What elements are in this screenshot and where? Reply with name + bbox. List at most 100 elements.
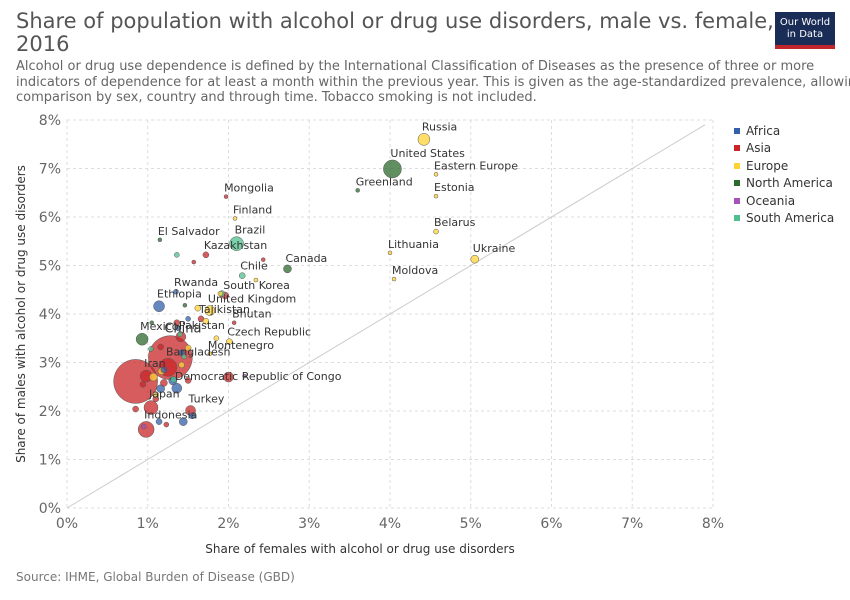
y-tick-label: 3% [39,356,61,372]
data-point [184,344,192,352]
data-point [470,254,480,264]
data-point [202,251,210,259]
point-label: Greenland [356,175,413,188]
data-point [149,372,158,382]
point-label: Turkey [188,393,225,406]
data-point [149,320,155,325]
point-label: South Korea [223,279,290,292]
legend-swatch [734,180,740,187]
logo-line1: Our World [779,17,831,28]
logo-line2: in Data [786,29,824,40]
data-point [179,417,188,426]
data-point [173,288,179,295]
data-point [182,303,188,308]
legend-swatch [734,127,740,134]
data-point [202,318,210,325]
y-tick-label: 7% [39,162,61,178]
legend-label: Oceania [746,193,796,208]
data-point [163,421,170,428]
point-label: Tajikistan [198,303,250,316]
x-tick-label: 3% [298,516,320,532]
point-label: Mongolia [224,182,274,195]
data-point [148,346,154,352]
data-point [207,351,213,357]
data-point [178,361,185,369]
diagonal-line [66,124,706,509]
data-point [174,252,180,258]
data-point [433,172,439,177]
point-label: Finland [233,203,272,216]
legend-label: North America [746,176,833,191]
point-label: Mexico [140,320,179,333]
data-point [283,264,292,274]
x-axis-label: Share of females with alcohol or drug us… [205,542,514,556]
data-point [232,216,238,221]
x-tick-label: 0% [56,516,78,532]
data-point [137,421,155,438]
data-point [184,377,192,384]
legend-item[interactable]: Europe [734,157,834,175]
data-point [229,236,244,251]
y-tick-label: 6% [39,210,61,226]
data-point [177,331,183,338]
data-point [253,277,259,283]
point-label: Japan [148,388,180,401]
point-label: United Kingdom [208,293,296,306]
data-point [223,194,229,199]
x-tick-label: 2% [217,516,239,532]
x-tick-label: 1% [137,516,159,532]
data-point [157,237,163,243]
y-axis-label: Share of males with alcohol or drug use … [14,165,28,463]
legend-label: Asia [746,141,772,156]
data-point [223,371,234,383]
legend-swatch [734,162,740,169]
point-label: Iran [144,357,166,370]
x-tick-label: 5% [460,516,482,532]
data-point [355,188,360,193]
point-label: Moldova [392,264,438,277]
point-label: Chile [240,260,268,273]
legend-item[interactable]: Africa [734,122,834,140]
legend: Africa Asia Europe North America Oceania Sout… [734,122,834,227]
chart-title: Share of population with alcohol or drug… [16,10,776,56]
y-tick-label: 2% [39,404,61,420]
data-point [139,381,147,388]
x-tick-label: 4% [379,516,401,532]
legend-label: Europe [746,158,789,173]
legend-item[interactable]: North America [734,175,834,193]
point-label: Brazil [235,224,266,237]
data-point [155,418,163,425]
data-point [433,193,439,199]
subtitle-line2: indicators of dependence for at least a … [16,74,850,90]
point-label: Rwanda [174,276,218,289]
legend-item[interactable]: Asia [734,140,834,158]
owid-logo[interactable]: Our World in Data [775,12,835,49]
data-point [170,376,177,383]
point-label: Pakistan [179,319,225,332]
data-point [204,305,216,316]
point-label: Ukraine [473,242,516,255]
point-label: Lithuania [388,238,439,251]
data-point [260,257,266,262]
data-point [191,259,197,265]
legend-item[interactable]: South America [734,210,834,228]
point-label: Belarus [434,216,476,229]
point-label: United States [390,147,465,160]
point-label: Czech Republic [227,326,311,339]
point-label: El Salvador [158,225,220,238]
data-point [171,382,183,394]
data-point [173,319,181,326]
chart-title-line1: Share of population with alcohol or drug… [16,10,774,33]
y-tick-label: 0% [39,501,61,517]
point-label: Canada [285,252,327,265]
data-point [160,379,168,387]
legend-item[interactable]: Oceania [734,192,834,210]
data-point [185,316,191,322]
point-label: China [164,322,201,337]
data-point [152,391,160,399]
chart-subtitle: Alcohol or drug use dependence is define… [16,59,850,106]
x-tick-label: 7% [621,516,643,532]
data-point [226,338,233,345]
data-point [153,300,165,312]
data-point [132,405,139,413]
